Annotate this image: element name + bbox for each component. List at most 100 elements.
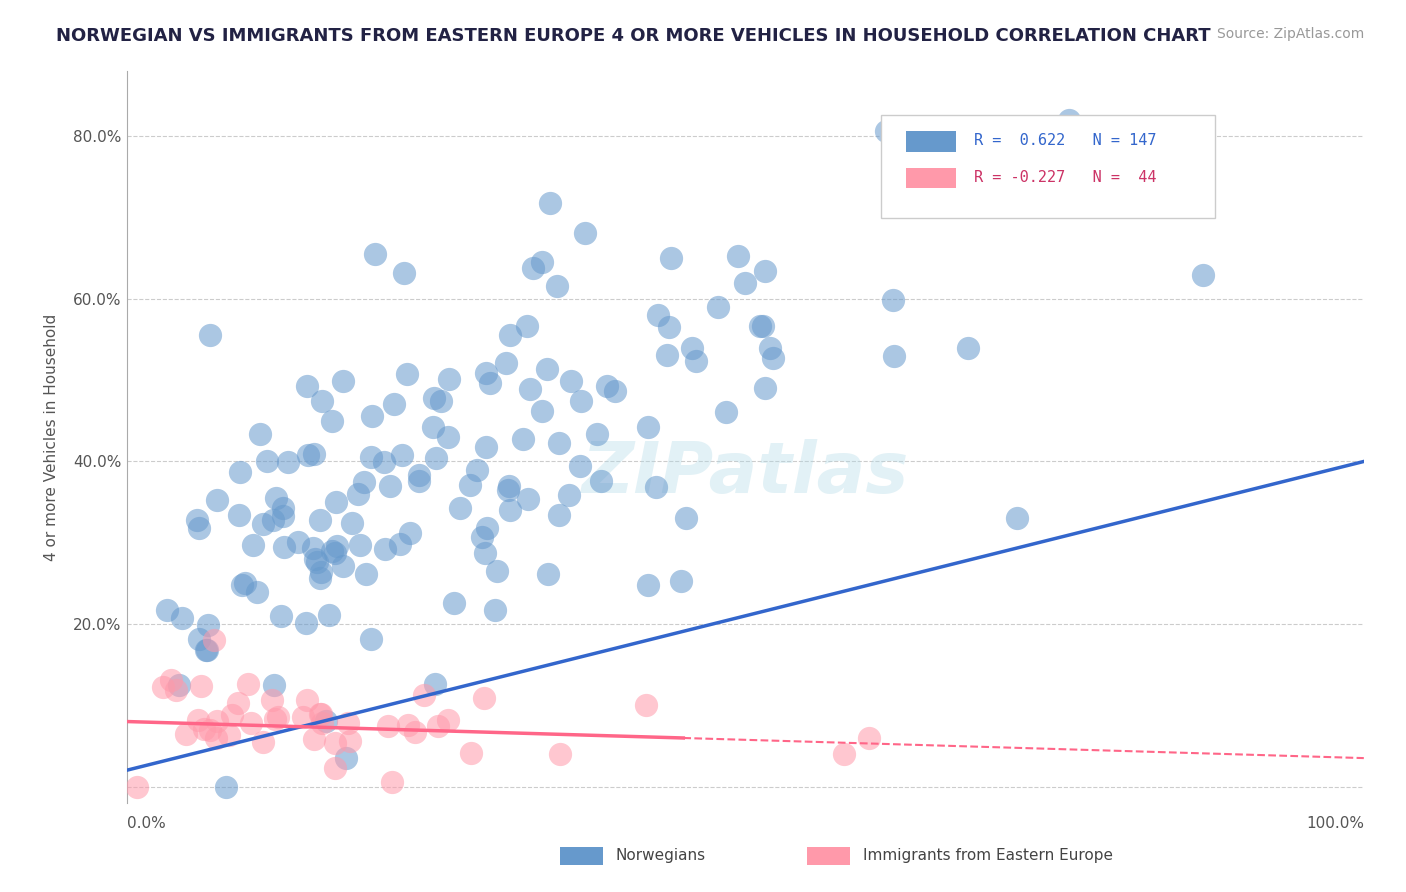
Point xyxy=(636,698,658,713)
Point xyxy=(267,710,290,724)
Point xyxy=(422,420,444,434)
Text: NORWEGIAN VS IMMIGRANTS FROM EASTERN EUROPE 4 OR MORE VEHICLES IN HOUSEHOLD CORR: NORWEGIAN VS IMMIGRANTS FROM EASTERN EUR… xyxy=(56,27,1211,45)
FancyBboxPatch shape xyxy=(807,847,851,865)
Point xyxy=(231,578,253,592)
Point xyxy=(346,487,368,501)
Point xyxy=(360,632,382,647)
Point xyxy=(190,679,212,693)
Point xyxy=(1154,194,1177,209)
Point xyxy=(323,545,346,559)
Point xyxy=(536,362,558,376)
Point xyxy=(233,576,256,591)
Point xyxy=(326,539,349,553)
Point xyxy=(408,475,430,489)
Point xyxy=(882,293,904,307)
FancyBboxPatch shape xyxy=(882,115,1215,218)
Point xyxy=(321,543,343,558)
Point xyxy=(311,565,333,579)
Point xyxy=(260,693,283,707)
Text: Source: ZipAtlas.com: Source: ZipAtlas.com xyxy=(1216,27,1364,41)
Point xyxy=(605,384,627,398)
Point xyxy=(204,731,226,746)
Point xyxy=(499,327,522,342)
Point xyxy=(484,603,506,617)
Point xyxy=(647,308,669,322)
Point xyxy=(273,540,295,554)
Point xyxy=(218,728,240,742)
Point xyxy=(429,393,451,408)
Point xyxy=(956,341,979,355)
Point xyxy=(548,747,571,761)
Point xyxy=(156,602,179,616)
Point xyxy=(658,320,681,334)
Point xyxy=(335,751,357,765)
Point xyxy=(325,495,347,509)
Text: R = -0.227   N =  44: R = -0.227 N = 44 xyxy=(974,169,1157,185)
Point xyxy=(360,450,382,464)
Text: Norwegians: Norwegians xyxy=(616,848,706,863)
Point xyxy=(675,511,697,525)
Point xyxy=(318,608,340,623)
Point xyxy=(242,538,264,552)
Point xyxy=(398,526,420,541)
Point xyxy=(323,736,346,750)
Point xyxy=(517,491,540,506)
FancyBboxPatch shape xyxy=(905,168,956,188)
Point xyxy=(392,266,415,280)
Point xyxy=(197,617,219,632)
Point xyxy=(311,715,333,730)
Point xyxy=(858,731,880,745)
Point xyxy=(202,633,225,648)
Point xyxy=(127,780,149,794)
Point xyxy=(363,247,385,261)
Point xyxy=(308,571,330,585)
Point xyxy=(425,677,447,691)
Point xyxy=(449,500,471,515)
Point xyxy=(591,474,613,488)
Point xyxy=(193,722,215,736)
Point xyxy=(496,483,519,497)
Point xyxy=(531,255,554,269)
Point xyxy=(270,608,292,623)
Point xyxy=(413,688,436,702)
Point xyxy=(287,535,309,549)
Point xyxy=(228,508,250,522)
Point xyxy=(187,713,209,727)
Point xyxy=(586,426,609,441)
FancyBboxPatch shape xyxy=(560,847,603,865)
Point xyxy=(332,558,354,573)
Point xyxy=(752,318,775,333)
Point xyxy=(472,691,495,706)
Point xyxy=(568,458,591,473)
Point xyxy=(271,508,294,523)
Point xyxy=(558,488,581,502)
Point xyxy=(474,366,496,380)
Point xyxy=(252,516,274,531)
Point xyxy=(165,682,187,697)
Point xyxy=(249,426,271,441)
Point xyxy=(460,747,482,761)
Point xyxy=(548,436,571,450)
Point xyxy=(264,491,287,505)
Point xyxy=(396,718,419,732)
Point xyxy=(262,513,284,527)
Point xyxy=(311,393,333,408)
Point xyxy=(427,718,450,732)
Point xyxy=(309,513,332,527)
Point xyxy=(307,555,329,569)
Point xyxy=(714,405,737,419)
Text: 0.0%: 0.0% xyxy=(127,816,166,831)
Point xyxy=(228,466,250,480)
Point xyxy=(538,196,561,211)
Point xyxy=(707,300,730,314)
Point xyxy=(339,734,361,748)
Point xyxy=(569,394,592,409)
Point xyxy=(522,261,544,276)
Point xyxy=(304,732,326,747)
Point xyxy=(292,709,315,723)
Point xyxy=(271,501,294,516)
Point xyxy=(519,382,541,396)
Point xyxy=(516,318,538,333)
Point xyxy=(226,696,249,710)
Point xyxy=(404,725,426,739)
